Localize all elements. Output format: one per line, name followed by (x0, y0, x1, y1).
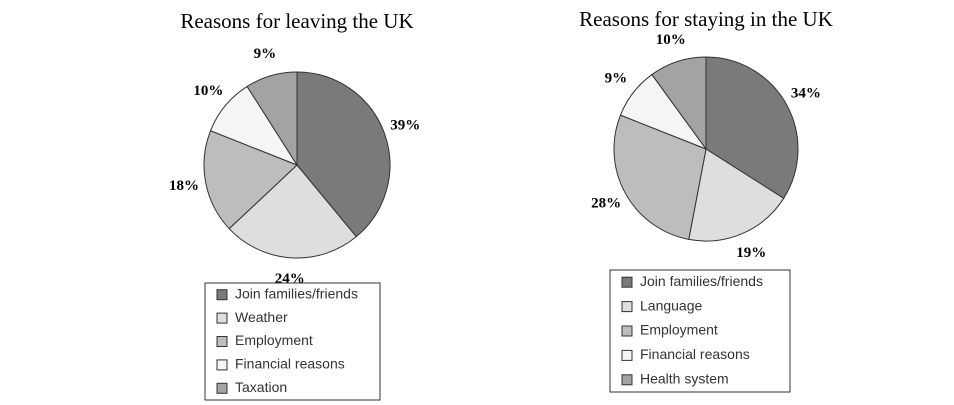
chart-title: Reasons for leaving the UK (180, 9, 413, 33)
legend-swatch (621, 374, 633, 386)
legend-swatch (621, 276, 633, 288)
legend-label: Health system (640, 371, 729, 387)
slice-label: 10% (193, 83, 223, 99)
legend-label: Financial reasons (235, 356, 345, 372)
slice-label: 39% (390, 117, 420, 133)
pie-slice (228, 164, 357, 259)
pie-slice (688, 148, 785, 242)
legend-swatch (621, 349, 633, 361)
legend-label: Join families/friends (235, 285, 358, 301)
legend-swatch (216, 382, 228, 394)
legend-swatch (621, 301, 633, 313)
pie-slice (651, 56, 707, 151)
pie-slice (203, 130, 298, 230)
slice-label: 9% (605, 71, 628, 87)
legend-label: Employment (235, 332, 313, 348)
legend-swatch (216, 289, 228, 301)
legend-box (609, 269, 791, 393)
pie-slice (246, 71, 298, 167)
legend-label: Taxation (235, 379, 287, 395)
legend-label: Join families/friends (640, 273, 763, 289)
slice-label: 28% (591, 195, 621, 211)
legend-label: Weather (235, 309, 288, 325)
legend-label: Financial reasons (640, 346, 750, 362)
slice-label: 10% (656, 32, 686, 48)
legend-swatch (216, 359, 228, 371)
legend-swatch (621, 325, 633, 337)
legend-swatch (216, 312, 228, 324)
legend-box (204, 282, 381, 401)
chart-title: Reasons for staying in the UK (579, 7, 833, 31)
slice-label: 34% (791, 86, 821, 102)
legend-label: Employment (640, 322, 718, 338)
legend-label: Language (640, 297, 703, 313)
pie-slice (296, 71, 391, 238)
legend-swatch (216, 336, 228, 347)
pie-slice (613, 114, 707, 240)
slice-label: 9% (254, 46, 277, 62)
pie-slice (705, 56, 799, 199)
slice-label: 19% (736, 245, 766, 261)
slice-label: 18% (169, 178, 199, 194)
